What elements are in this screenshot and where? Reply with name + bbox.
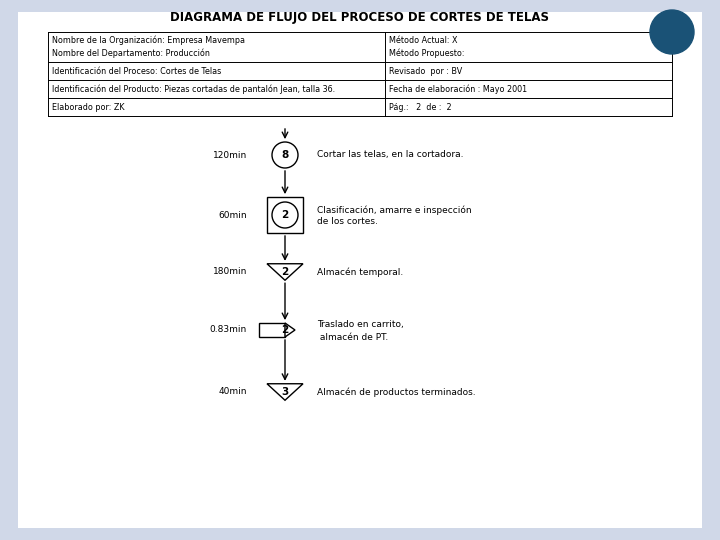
Text: almacén de PT.: almacén de PT. [317,333,388,341]
Text: DIAGRAMA DE FLUJO DEL PROCESO DE CORTES DE TELAS: DIAGRAMA DE FLUJO DEL PROCESO DE CORTES … [171,10,549,24]
Text: 2: 2 [282,267,289,277]
Text: Fecha de elaboración : Mayo 2001: Fecha de elaboración : Mayo 2001 [389,84,527,94]
Text: 180min: 180min [212,267,247,276]
Text: Almacén de productos terminados.: Almacén de productos terminados. [317,387,476,397]
Text: Nombre de la Organización: Empresa Mavempa
Nombre del Departamento: Producción: Nombre de la Organización: Empresa Mavem… [52,36,245,58]
Text: 8: 8 [282,150,289,160]
Text: Identificación del Proceso: Cortes de Telas: Identificación del Proceso: Cortes de Te… [52,66,221,76]
FancyBboxPatch shape [18,12,702,528]
Circle shape [272,202,298,228]
Text: Clasificación, amarre e inspección: Clasificación, amarre e inspección [317,205,472,215]
Text: Traslado en carrito,: Traslado en carrito, [317,321,404,329]
Text: Elaborado por: ZK: Elaborado por: ZK [52,103,125,111]
Text: Método Actual: X
Método Propuesto:: Método Actual: X Método Propuesto: [389,36,464,58]
Text: 40min: 40min [218,388,247,396]
Text: 3: 3 [282,387,289,397]
Text: 120min: 120min [212,151,247,159]
Bar [267,197,303,233]
Text: 0.83min: 0.83min [210,326,247,334]
Text: Identificación del Producto: Piezas cortadas de pantalón Jean, talla 36.: Identificación del Producto: Piezas cort… [52,84,335,94]
Text: 2: 2 [282,210,289,220]
Text: 60min: 60min [218,211,247,219]
Text: de los cortes.: de los cortes. [317,218,378,226]
Circle shape [272,142,298,168]
Polygon shape [267,384,303,400]
Text: Revisado  por : BV: Revisado por : BV [389,66,462,76]
Text: Pág.:   2  de :  2: Pág.: 2 de : 2 [389,103,451,111]
Polygon shape [285,323,295,337]
Bar [259,323,285,337]
Polygon shape [267,264,303,280]
Text: Cortar las telas, en la cortadora.: Cortar las telas, en la cortadora. [317,151,464,159]
Circle shape [650,10,694,54]
Text: Almacén temporal.: Almacén temporal. [317,267,403,276]
Text: 2: 2 [282,325,289,335]
